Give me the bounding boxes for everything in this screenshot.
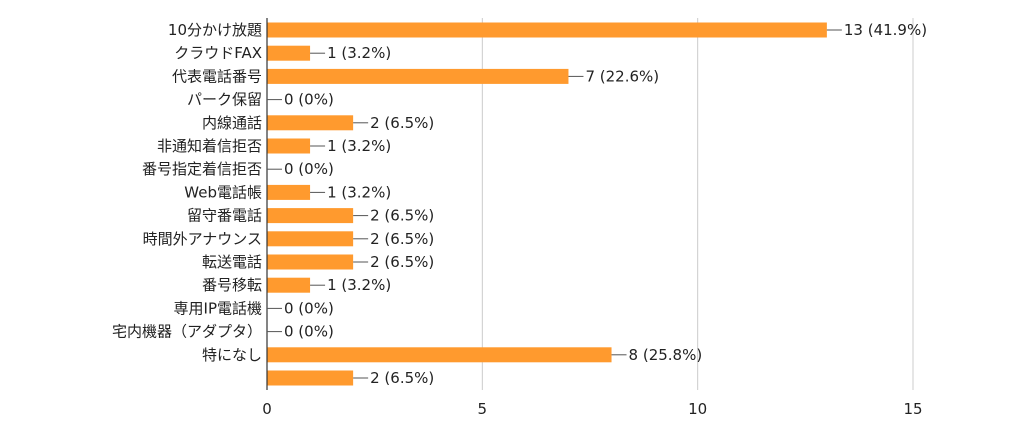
bars <box>267 22 827 386</box>
bar <box>267 115 354 131</box>
x-tick-label: 0 <box>262 400 272 418</box>
category-label: 代表電話番号 <box>172 67 262 85</box>
category-label: 内線通話 <box>202 114 262 132</box>
value-label: 0 (0%) <box>284 160 334 178</box>
category-label: Web電話帳 <box>184 183 262 201</box>
bar <box>267 277 311 293</box>
category-label: パーク保留 <box>187 91 262 109</box>
value-label: 7 (22.6%) <box>585 67 659 85</box>
bar <box>267 22 827 38</box>
value-label: 1 (3.2%) <box>327 137 391 155</box>
x-tick-label: 10 <box>688 400 707 418</box>
category-label: 留守番電話 <box>187 207 262 225</box>
value-label: 13 (41.9%) <box>844 21 927 39</box>
value-label: 2 (6.5%) <box>370 369 434 387</box>
value-label: 1 (3.2%) <box>327 183 391 201</box>
value-label: 0 (0%) <box>284 91 334 109</box>
bar <box>267 184 311 200</box>
bar <box>267 68 569 84</box>
value-label: 2 (6.5%) <box>370 114 434 132</box>
value-label: 2 (6.5%) <box>370 207 434 225</box>
category-label: 10分かけ放題 <box>168 21 262 39</box>
x-tick-label: 15 <box>903 400 922 418</box>
value-label: 0 (0%) <box>284 323 334 341</box>
bar <box>267 370 354 386</box>
value-label: 0 (0%) <box>284 299 334 317</box>
labels: 0 5 10 15 10分かけ放題 13 (41.9%) クラウドFAX 1 (3.2%) 代表… <box>112 21 927 418</box>
bar <box>267 208 354 224</box>
category-label: 専用IP電話機 <box>174 299 262 317</box>
category-label: 時間外アナウンス <box>143 230 262 248</box>
value-label: 2 (6.5%) <box>370 230 434 248</box>
value-label: 2 (6.5%) <box>370 253 434 271</box>
category-label: クラウドFAX <box>174 44 262 62</box>
category-label: 転送電話 <box>202 253 262 271</box>
category-label: 宅内機器（アダプタ） <box>112 323 262 341</box>
value-label: 1 (3.2%) <box>327 276 391 294</box>
category-label: 非通知着信拒否 <box>157 137 262 155</box>
category-label: 特になし <box>202 346 262 364</box>
value-label: 8 (25.8%) <box>629 346 703 364</box>
bar <box>267 45 311 61</box>
value-label: 1 (3.2%) <box>327 44 391 62</box>
bar <box>267 254 354 270</box>
bar <box>267 347 612 363</box>
bar <box>267 138 311 154</box>
x-tick-label: 5 <box>478 400 488 418</box>
category-label: 番号移転 <box>202 276 262 294</box>
category-label: 番号指定着信拒否 <box>142 160 262 178</box>
bar <box>267 231 354 247</box>
